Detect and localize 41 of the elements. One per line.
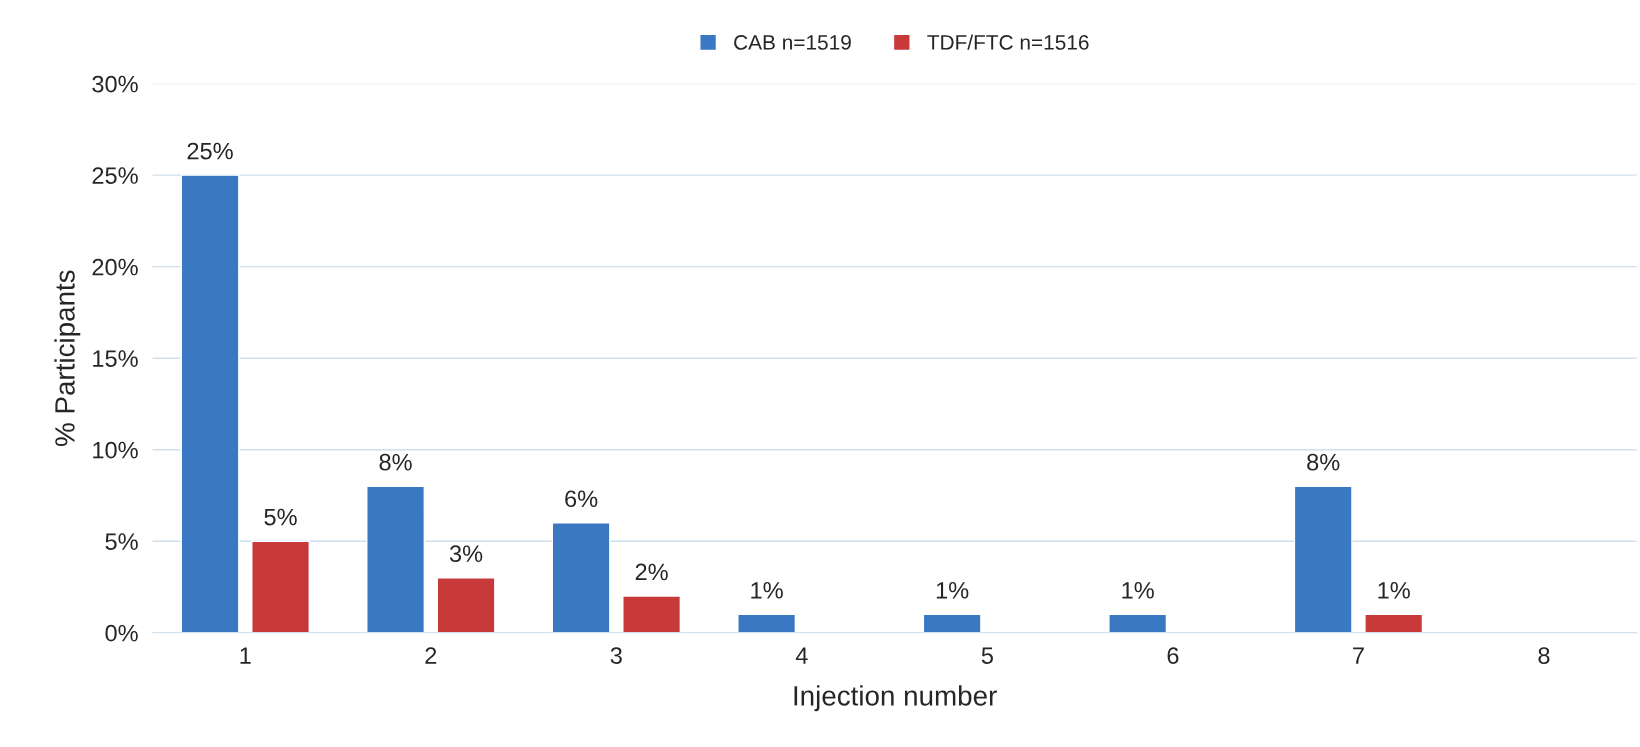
x-tick-label: 8 [1538, 647, 1550, 664]
bar [737, 613, 797, 633]
x-tick-label: 4 [795, 647, 808, 664]
y-tick-label: 20% [92, 258, 138, 276]
y-tick-label: 10% [93, 441, 138, 459]
data-label: 25% [187, 142, 233, 160]
bar [1293, 485, 1353, 633]
bar [1108, 613, 1168, 633]
y-tick-label: 5% [105, 533, 138, 550]
data-label: 1% [1122, 582, 1154, 599]
x-tick-label: 6 [1167, 647, 1179, 664]
data-label: 1% [751, 582, 783, 599]
legend-label: TDF/FTC n=1516 [927, 34, 1089, 50]
legend-label: CAB n=1519 [734, 35, 851, 50]
data-label: 6% [565, 490, 598, 508]
bar [436, 577, 496, 633]
x-tick-label: 5 [981, 647, 993, 664]
bar [551, 522, 611, 633]
x-tick-label: 2 [425, 647, 437, 664]
bar [366, 485, 426, 633]
x-tick-label: 7 [1353, 647, 1364, 664]
bar [622, 595, 682, 633]
bar [922, 613, 982, 633]
bar [1364, 613, 1424, 633]
data-label: 2% [635, 563, 668, 581]
data-label: 8% [1307, 453, 1340, 471]
data-label: 1% [936, 582, 969, 599]
y-tick-label: 25% [92, 167, 138, 184]
data-label: 3% [449, 545, 483, 563]
data-label: 1% [1378, 582, 1410, 599]
data-label: 8% [379, 453, 412, 471]
x-axis-title: Injection number [794, 685, 997, 712]
bar [251, 540, 310, 633]
y-tick-label: 15% [93, 350, 138, 367]
x-tick-label: 3 [610, 647, 622, 664]
y-tick-label: 0% [105, 624, 138, 642]
y-axis-title: % Participants [54, 270, 81, 446]
y-tick-label: 30% [92, 75, 138, 93]
x-tick-label: 1 [240, 647, 251, 664]
bar [180, 174, 240, 633]
data-label: 5% [264, 508, 297, 526]
